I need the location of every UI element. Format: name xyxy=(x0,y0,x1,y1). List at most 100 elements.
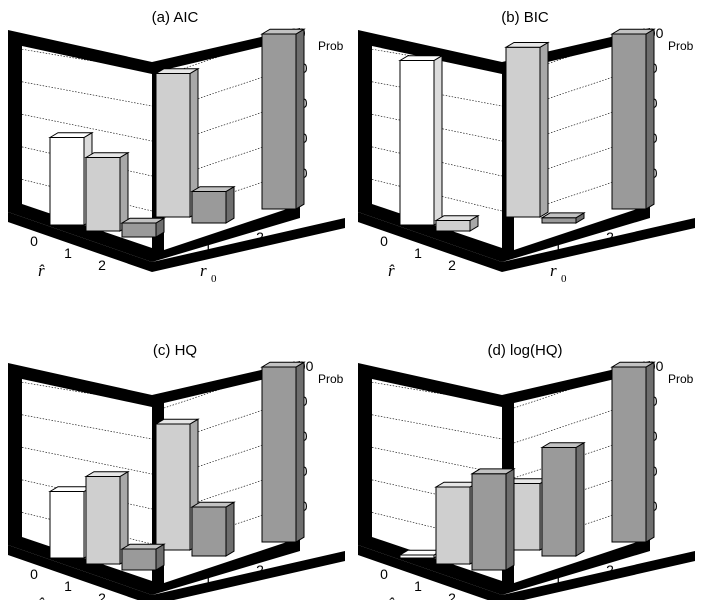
bar-front xyxy=(191,191,227,224)
r0-axis-subscript: 0 xyxy=(211,273,217,285)
r0-tick-label: 0 xyxy=(502,580,510,596)
bar-front xyxy=(399,60,435,226)
bar-side xyxy=(225,501,235,557)
chart-title: (c) HQ xyxy=(153,342,197,359)
r-hat-tick-label: 0 xyxy=(30,566,38,582)
bar-side xyxy=(225,185,235,224)
r0-tick-label: 2 xyxy=(256,562,264,578)
r0-tick-label: 1 xyxy=(554,238,562,254)
chart-title: (b) BIC xyxy=(501,9,549,26)
bar-top xyxy=(84,471,130,477)
bar-front xyxy=(611,33,647,210)
r0-axis-label: r xyxy=(200,261,207,280)
bar-front xyxy=(85,157,121,232)
bar-top xyxy=(540,212,586,219)
r0-tick-label: 0 xyxy=(152,580,160,596)
bar-side xyxy=(575,441,585,557)
bar-top xyxy=(120,217,166,224)
bar xyxy=(120,217,166,238)
bar xyxy=(470,468,516,571)
bar-side xyxy=(645,28,655,210)
r0-tick-label: 2 xyxy=(606,562,614,578)
r0-tick-label: 0 xyxy=(152,247,160,263)
bar-front xyxy=(121,548,157,571)
bar-top xyxy=(540,442,586,448)
bar xyxy=(610,28,656,210)
r-hat-axis-label: r̂ xyxy=(38,594,45,600)
r-hat-tick-label: 0 xyxy=(380,566,388,582)
r-hat-tick-label: 2 xyxy=(448,590,456,600)
gridline xyxy=(21,414,153,440)
r0-axis-label: r xyxy=(550,261,557,280)
bar-side xyxy=(295,28,305,210)
gridline xyxy=(21,81,153,107)
bar-side xyxy=(433,54,443,226)
bar-front xyxy=(261,33,297,210)
floor-plane xyxy=(8,212,345,272)
r0-axis-label: r xyxy=(550,594,557,600)
bar-front xyxy=(155,423,191,551)
bar xyxy=(190,501,236,557)
bar-front xyxy=(121,222,157,238)
bar-top xyxy=(154,418,200,425)
bar-top xyxy=(504,42,550,48)
bar-front xyxy=(85,476,121,565)
bar xyxy=(610,361,656,543)
bar xyxy=(398,549,444,559)
bar-front xyxy=(191,506,227,557)
bar-top xyxy=(260,28,306,35)
bar-top xyxy=(190,501,236,508)
bar-top xyxy=(48,132,94,138)
bar xyxy=(120,543,166,571)
gridline xyxy=(21,381,153,405)
bar-front xyxy=(611,366,647,543)
floor-plane xyxy=(358,545,695,600)
gridline xyxy=(371,381,503,405)
r-hat-tick-label: 1 xyxy=(414,245,422,261)
r-hat-tick-label: 0 xyxy=(380,233,388,249)
bar-top xyxy=(260,361,306,368)
bar-top xyxy=(190,186,236,192)
bar-top xyxy=(84,152,130,158)
gridline xyxy=(21,48,153,72)
z-axis-label: Prob xyxy=(318,39,344,53)
bar xyxy=(540,212,586,224)
bar-top xyxy=(120,543,166,550)
r0-tick-label: 2 xyxy=(606,229,614,245)
gridline xyxy=(21,447,153,475)
r-hat-tick-label: 1 xyxy=(64,245,72,261)
r0-axis-subscript: 0 xyxy=(561,273,567,285)
bar-front xyxy=(541,447,577,557)
r0-tick-label: 2 xyxy=(256,229,264,245)
r0-axis-label: r xyxy=(200,594,207,600)
gridline xyxy=(163,365,291,409)
bar xyxy=(260,28,306,210)
bar-top xyxy=(434,215,480,221)
bar-front xyxy=(505,46,541,218)
bar-top xyxy=(398,55,444,61)
floor-plane xyxy=(358,212,695,272)
gridline xyxy=(371,48,503,72)
z-axis-label: Prob xyxy=(668,39,694,53)
bar xyxy=(434,214,480,232)
bar-front xyxy=(155,73,191,218)
bar xyxy=(154,67,200,218)
bar-side xyxy=(505,468,515,571)
bar-front xyxy=(435,220,471,232)
gridline xyxy=(513,400,641,444)
r-hat-tick-label: 1 xyxy=(414,578,422,594)
bar xyxy=(84,151,130,232)
r0-tick-label: 1 xyxy=(204,571,212,587)
bar-top xyxy=(610,28,656,35)
bar-front xyxy=(49,491,85,559)
bar-side xyxy=(119,151,129,232)
bar xyxy=(398,54,444,226)
chart-title: (a) AIC xyxy=(152,9,199,26)
z-axis-label: Prob xyxy=(668,372,694,386)
bar xyxy=(260,361,306,543)
r-hat-axis-label: r̂ xyxy=(388,594,395,600)
